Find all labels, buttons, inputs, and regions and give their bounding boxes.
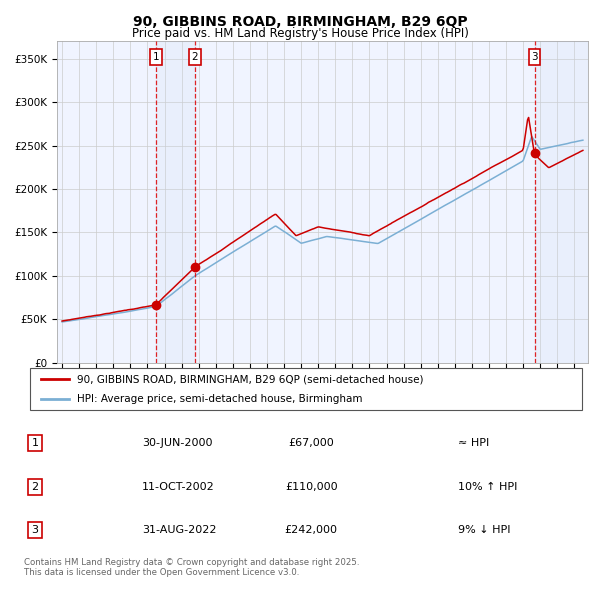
FancyBboxPatch shape xyxy=(30,368,582,410)
Bar xyxy=(535,41,588,363)
Text: Price paid vs. HM Land Registry's House Price Index (HPI): Price paid vs. HM Land Registry's House … xyxy=(131,27,469,40)
Text: 90, GIBBINS ROAD, BIRMINGHAM, B29 6QP: 90, GIBBINS ROAD, BIRMINGHAM, B29 6QP xyxy=(133,15,467,29)
Text: Contains HM Land Registry data © Crown copyright and database right 2025.
This d: Contains HM Land Registry data © Crown c… xyxy=(24,558,359,577)
Text: 2: 2 xyxy=(191,52,198,62)
Text: 1: 1 xyxy=(153,52,160,62)
Text: ≈ HPI: ≈ HPI xyxy=(458,438,489,448)
Text: 11-OCT-2002: 11-OCT-2002 xyxy=(142,482,215,491)
Text: £67,000: £67,000 xyxy=(289,438,334,448)
Text: 9% ↓ HPI: 9% ↓ HPI xyxy=(458,525,511,535)
Text: 3: 3 xyxy=(31,525,38,535)
Bar xyxy=(156,41,195,363)
Text: 30-JUN-2000: 30-JUN-2000 xyxy=(142,438,212,448)
Text: 10% ↑ HPI: 10% ↑ HPI xyxy=(458,482,517,491)
Text: £242,000: £242,000 xyxy=(285,525,338,535)
Text: HPI: Average price, semi-detached house, Birmingham: HPI: Average price, semi-detached house,… xyxy=(77,395,362,404)
Text: 31-AUG-2022: 31-AUG-2022 xyxy=(142,525,217,535)
Text: 90, GIBBINS ROAD, BIRMINGHAM, B29 6QP (semi-detached house): 90, GIBBINS ROAD, BIRMINGHAM, B29 6QP (s… xyxy=(77,375,424,385)
Text: 2: 2 xyxy=(31,482,38,491)
Text: 3: 3 xyxy=(531,52,538,62)
Text: 1: 1 xyxy=(31,438,38,448)
Text: £110,000: £110,000 xyxy=(285,482,338,491)
